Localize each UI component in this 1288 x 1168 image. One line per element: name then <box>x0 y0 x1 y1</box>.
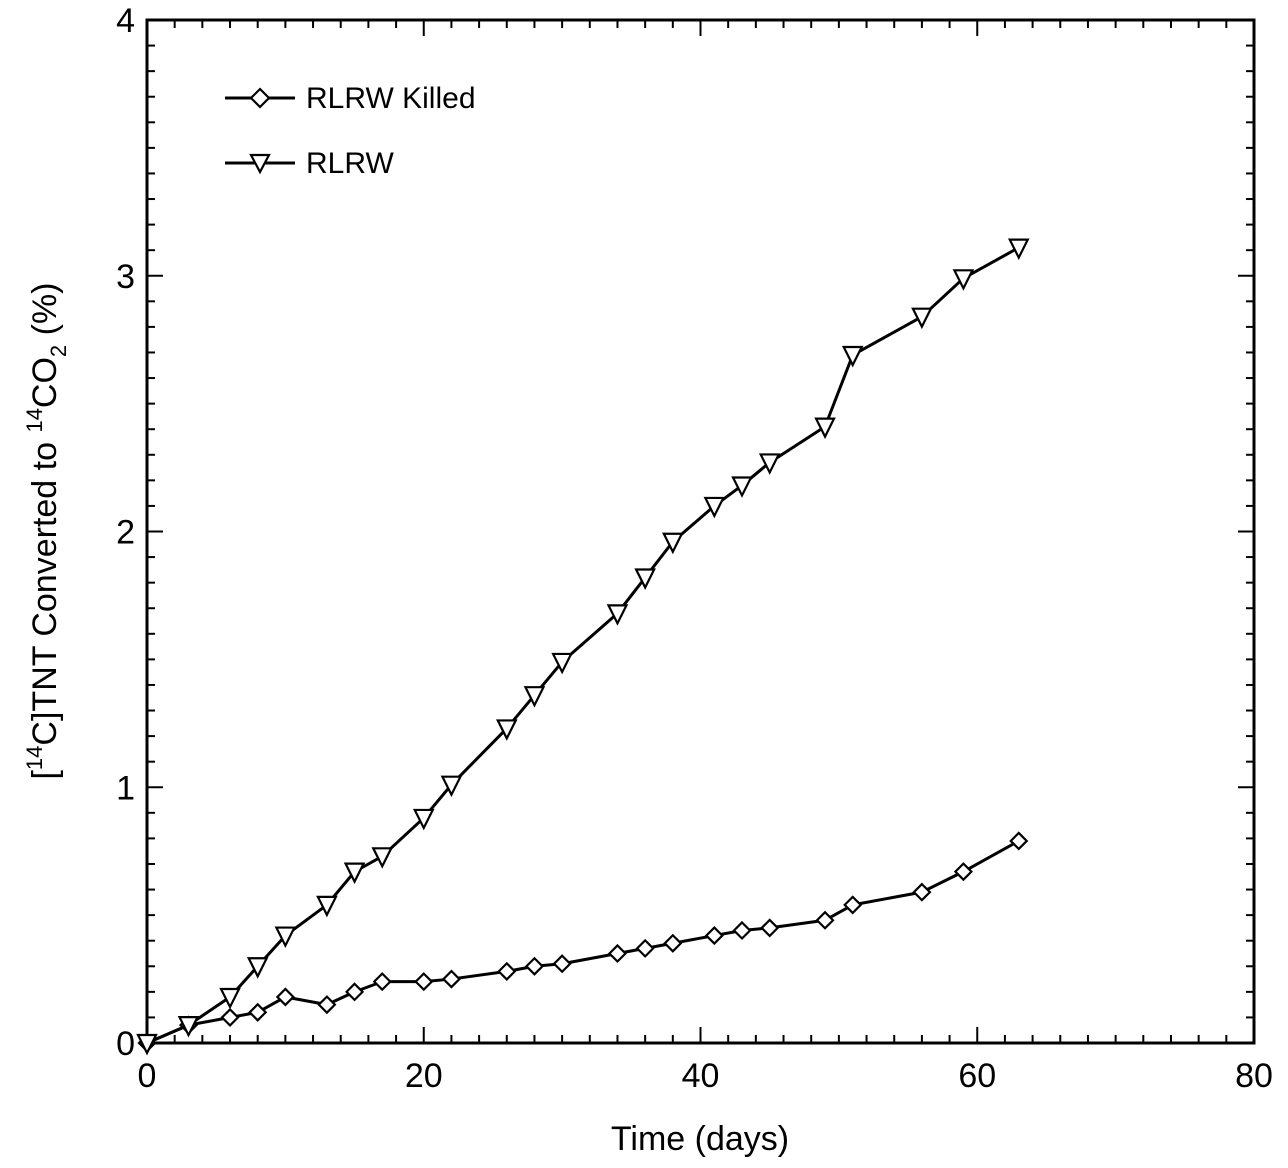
data-point-triangle <box>412 808 435 831</box>
y-label-superscript: 14 <box>22 408 47 432</box>
y-label-part: [ <box>26 770 64 780</box>
data-point-diamond <box>663 933 683 953</box>
y-axis-label: [14C]TNT Converted to 14CO2 (%) <box>22 282 71 779</box>
data-point-triangle <box>495 719 518 741</box>
data-point-diamond <box>843 895 863 915</box>
y-tick-label: 0 <box>116 1025 135 1063</box>
data-point-triangle <box>440 775 463 798</box>
data-point-triangle <box>814 417 836 440</box>
legend: RLRW Killed RLRW <box>225 82 476 180</box>
axis-ticks <box>146 19 1255 1044</box>
data-point-diamond <box>607 943 628 964</box>
data-point-triangle <box>343 862 366 885</box>
series-1 <box>136 238 1030 1056</box>
data-point-triangle <box>551 652 573 675</box>
data-point-triangle <box>634 568 656 590</box>
data-point-triangle <box>523 686 546 708</box>
data-point-triangle <box>177 1015 200 1038</box>
data-point-triangle <box>911 307 933 330</box>
x-tick-label: 60 <box>958 1057 996 1095</box>
data-point-triangle <box>703 496 726 519</box>
legend-triangle-marker <box>249 153 271 175</box>
y-tick-label: 2 <box>116 514 135 552</box>
data-point-diamond <box>441 969 461 989</box>
data-point-diamond <box>953 862 973 882</box>
data-point-triangle <box>1007 238 1030 261</box>
data-point-triangle <box>758 453 781 475</box>
data-point-diamond <box>345 982 365 1002</box>
data-point-diamond <box>912 882 932 902</box>
data-point-diamond <box>524 956 545 976</box>
legend-diamond-marker <box>249 87 271 109</box>
data-point-diamond <box>275 987 295 1007</box>
x-tick-label: 80 <box>1235 1057 1273 1095</box>
series-0 <box>137 831 1029 1053</box>
x-tick-label: 20 <box>405 1057 443 1095</box>
data-point-diamond <box>760 918 780 938</box>
data-point-diamond <box>732 920 752 941</box>
y-tick-label: 4 <box>116 2 135 40</box>
y-tick-label: 3 <box>116 258 135 296</box>
data-point-diamond <box>815 910 835 930</box>
y-label-part: CO <box>26 357 64 408</box>
data-point-diamond <box>414 972 434 992</box>
axis-tick-labels: 0 20 40 60 80 0 1 2 3 4 <box>116 2 1273 1095</box>
data-point-diamond <box>497 961 517 981</box>
data-point-triangle <box>274 926 297 949</box>
data-point-triangle <box>371 847 394 869</box>
x-axis-label: Time (days) <box>611 1120 789 1158</box>
data-point-diamond <box>1009 831 1029 851</box>
data-point-diamond <box>704 926 724 946</box>
data-point-triangle <box>952 269 975 291</box>
data-point-diamond <box>635 938 655 958</box>
data-point-triangle <box>246 957 269 979</box>
data-point-diamond <box>220 1007 240 1027</box>
legend-label-rlrw: RLRW <box>306 147 394 180</box>
x-tick-label: 40 <box>682 1057 720 1095</box>
data-point-triangle <box>662 532 684 555</box>
data-point-triangle <box>841 345 864 368</box>
y-tick-label: 1 <box>116 769 135 807</box>
data-point-triangle <box>316 895 338 918</box>
data-point-diamond <box>372 972 392 992</box>
series-layer <box>136 238 1030 1056</box>
y-label-superscript: 14 <box>22 746 47 770</box>
data-point-triangle <box>731 476 753 498</box>
y-label-part: (%) <box>26 282 64 344</box>
legend-label-killed: RLRW Killed <box>306 82 476 115</box>
series-line <box>146 246 1020 1045</box>
data-point-diamond <box>248 1002 268 1022</box>
y-label-subscript: 2 <box>46 345 71 357</box>
data-point-triangle <box>136 1033 158 1056</box>
x-tick-label: 0 <box>138 1057 157 1095</box>
data-point-triangle <box>606 604 629 626</box>
y-label-part: C]TNT Converted to <box>26 433 64 746</box>
data-point-diamond <box>317 995 337 1015</box>
data-point-triangle <box>219 987 241 1010</box>
data-point-diamond <box>552 954 572 974</box>
